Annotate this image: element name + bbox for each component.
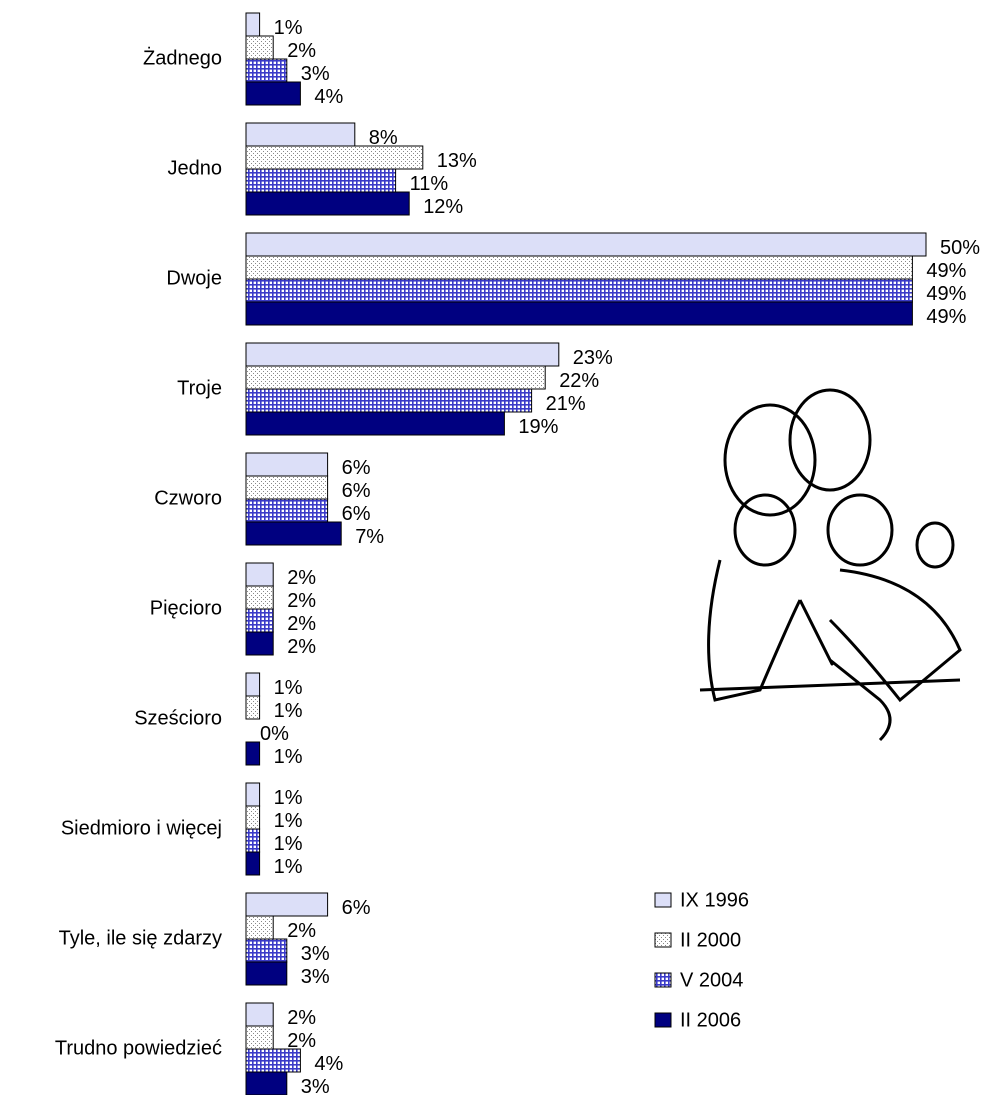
legend-swatch: [655, 933, 671, 947]
value-label: 2%: [287, 920, 316, 942]
bar: [246, 806, 260, 829]
category-label: Siedmioro i więcej: [61, 817, 222, 839]
value-label: 2%: [287, 636, 316, 658]
bar: [246, 632, 273, 655]
bar: [246, 783, 260, 806]
bar: [246, 59, 287, 82]
category-label: Trudno powiedzieć: [55, 1037, 222, 1059]
bar: [246, 412, 504, 435]
bar: [246, 476, 328, 499]
family-illustration: [700, 390, 960, 740]
bar: [246, 962, 287, 985]
value-label: 6%: [342, 457, 371, 479]
value-label: 4%: [314, 1053, 343, 1075]
category-label: Czworo: [154, 487, 222, 509]
category-label: Troje: [177, 377, 222, 399]
category-label: Dwoje: [166, 267, 222, 289]
category-label: Tyle, ile się zdarzy: [59, 927, 222, 949]
bar: [246, 192, 409, 215]
value-label: 12%: [423, 196, 463, 218]
bar: [246, 1049, 300, 1072]
bar: [246, 522, 341, 545]
bar: [246, 916, 273, 939]
value-label: 1%: [274, 833, 303, 855]
value-label: 1%: [274, 746, 303, 768]
bar: [246, 893, 328, 916]
value-label: 49%: [926, 260, 966, 282]
legend-label: IX 1996: [680, 889, 749, 911]
value-label: 49%: [926, 306, 966, 328]
value-label: 4%: [314, 86, 343, 108]
bar: [246, 13, 260, 36]
value-label: 23%: [573, 347, 613, 369]
value-label: 6%: [342, 897, 371, 919]
bar: [246, 169, 396, 192]
bar: [246, 302, 912, 325]
bar: [246, 146, 423, 169]
value-label: 3%: [301, 63, 330, 85]
bar: [246, 609, 273, 632]
legend-swatch: [655, 1013, 671, 1027]
category-label: Żadnego: [143, 46, 222, 69]
category-label: Sześcioro: [134, 707, 222, 729]
value-label: 6%: [342, 480, 371, 502]
value-label: 1%: [274, 700, 303, 722]
value-label: 2%: [287, 567, 316, 589]
bar: [246, 123, 355, 146]
bar: [246, 742, 260, 765]
bar: [246, 233, 926, 256]
value-label: 22%: [559, 370, 599, 392]
bar: [246, 829, 260, 852]
bar: [246, 279, 912, 302]
bar: [246, 366, 545, 389]
value-label: 8%: [369, 127, 398, 149]
bar: [246, 1003, 273, 1026]
value-label: 2%: [287, 40, 316, 62]
bar: [246, 36, 273, 59]
bar: [246, 939, 287, 962]
chart: Żadnego1%2%3%4%Jedno8%13%11%12%Dwoje50%4…: [0, 0, 994, 1095]
value-label: 7%: [355, 526, 384, 548]
category-label: Jedno: [168, 157, 223, 179]
bar: [246, 499, 328, 522]
bar: [246, 696, 260, 719]
bar: [246, 673, 260, 696]
bar: [246, 1072, 287, 1095]
bar: [246, 852, 260, 875]
value-label: 3%: [301, 943, 330, 965]
bar: [246, 389, 532, 412]
value-label: 1%: [274, 787, 303, 809]
value-label: 1%: [274, 17, 303, 39]
bar: [246, 343, 559, 366]
bar: [246, 563, 273, 586]
value-label: 2%: [287, 613, 316, 635]
category-label: Pięcioro: [150, 597, 222, 619]
bar: [246, 256, 912, 279]
value-label: 1%: [274, 677, 303, 699]
legend-swatch: [655, 973, 671, 987]
value-label: 3%: [301, 966, 330, 988]
value-label: 11%: [410, 173, 449, 195]
legend-label: II 2006: [680, 1009, 741, 1031]
value-label: 13%: [437, 150, 477, 172]
value-label: 2%: [287, 1007, 316, 1029]
value-label: 21%: [546, 393, 586, 415]
value-label: 6%: [342, 503, 371, 525]
legend-label: V 2004: [680, 969, 743, 991]
value-label: 49%: [926, 283, 966, 305]
legend-label: II 2000: [680, 929, 741, 951]
bar: [246, 1026, 273, 1049]
value-label: 1%: [274, 810, 303, 832]
value-label: 2%: [287, 1030, 316, 1052]
bar: [246, 453, 328, 476]
value-label: 3%: [301, 1076, 330, 1095]
value-label: 2%: [287, 590, 316, 612]
value-label: 19%: [518, 416, 558, 438]
value-label: 1%: [274, 856, 303, 878]
bar: [246, 586, 273, 609]
legend-swatch: [655, 893, 671, 907]
bar: [246, 82, 300, 105]
value-label: 50%: [940, 237, 980, 259]
value-label: 0%: [260, 723, 289, 745]
